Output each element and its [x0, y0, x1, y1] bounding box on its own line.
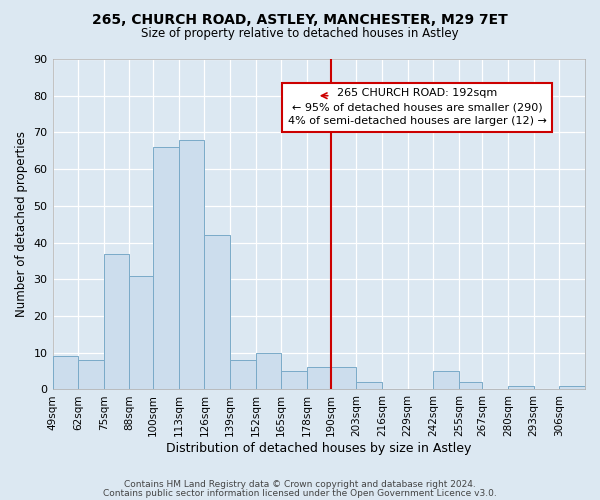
- Bar: [78, 360, 104, 390]
- Text: Contains public sector information licensed under the Open Government Licence v3: Contains public sector information licen…: [103, 489, 497, 498]
- Bar: [559, 386, 585, 390]
- Bar: [356, 382, 382, 390]
- Bar: [153, 147, 179, 390]
- Text: Contains HM Land Registry data © Crown copyright and database right 2024.: Contains HM Land Registry data © Crown c…: [124, 480, 476, 489]
- Bar: [331, 368, 356, 390]
- Bar: [307, 368, 331, 390]
- Bar: [281, 371, 307, 390]
- Bar: [256, 352, 281, 390]
- Text: Size of property relative to detached houses in Astley: Size of property relative to detached ho…: [141, 28, 459, 40]
- Bar: [205, 235, 230, 390]
- Bar: [130, 276, 153, 390]
- Bar: [508, 386, 534, 390]
- Bar: [104, 254, 130, 390]
- Text: 265, CHURCH ROAD, ASTLEY, MANCHESTER, M29 7ET: 265, CHURCH ROAD, ASTLEY, MANCHESTER, M2…: [92, 12, 508, 26]
- Bar: [179, 140, 205, 390]
- Y-axis label: Number of detached properties: Number of detached properties: [15, 131, 28, 317]
- Bar: [433, 371, 459, 390]
- Bar: [53, 356, 78, 390]
- Bar: [230, 360, 256, 390]
- X-axis label: Distribution of detached houses by size in Astley: Distribution of detached houses by size …: [166, 442, 472, 455]
- Bar: [459, 382, 482, 390]
- Text: 265 CHURCH ROAD: 192sqm
← 95% of detached houses are smaller (290)
4% of semi-de: 265 CHURCH ROAD: 192sqm ← 95% of detache…: [288, 88, 547, 126]
